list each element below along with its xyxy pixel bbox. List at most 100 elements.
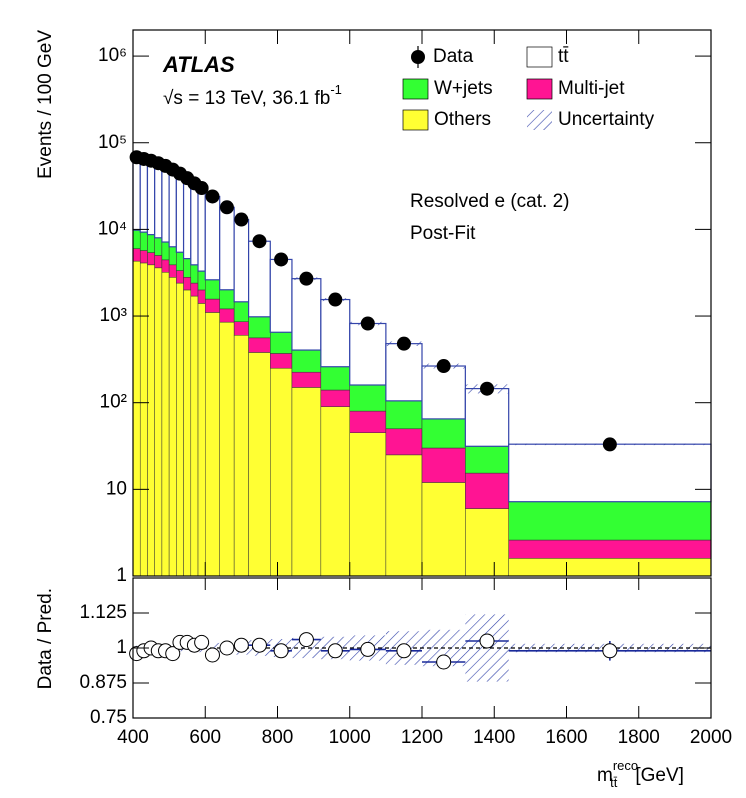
stack-bar: [146, 160, 156, 236]
ratio-point: [479, 633, 495, 649]
stack-bar: [349, 322, 387, 386]
ratio-point: [327, 643, 343, 659]
y-tick-label: 0.75: [90, 707, 127, 728]
stack-bar: [421, 418, 466, 449]
stack-bar: [465, 472, 509, 509]
y-tick-label: 10²: [100, 392, 127, 413]
data-point: [396, 336, 411, 351]
legend-label: W+jets: [434, 78, 493, 99]
stack-bar: [320, 406, 351, 577]
stack-bar: [421, 482, 466, 577]
ratio-y-axis-label: Data / Pred.: [35, 588, 56, 689]
y-tick-label: 1: [116, 637, 127, 658]
stack-bar: [161, 259, 170, 273]
stack-bar: [168, 246, 177, 266]
legend-label: Data: [433, 46, 474, 67]
stack-bar: [233, 335, 249, 577]
ratio-point: [298, 632, 314, 648]
stack-bar: [204, 195, 221, 281]
x-label-sup: reco: [613, 758, 638, 773]
stack-bar: [385, 454, 423, 577]
stack-bar: [421, 447, 466, 483]
legend-swatch: [526, 78, 553, 100]
ratio-point: [360, 641, 376, 657]
x-axis-label: mreco tt̄ [GeV]: [597, 758, 684, 790]
x-tick-label: 600: [189, 727, 221, 748]
legend-label: Others: [434, 109, 491, 130]
plot-frame: [132, 29, 712, 577]
stack-bar: [233, 301, 249, 322]
stack-bar: [139, 231, 148, 251]
data-point: [274, 252, 289, 267]
stack-bar: [320, 366, 351, 391]
stack-bar: [154, 255, 163, 269]
plot-frame: [132, 577, 712, 719]
stack-bar: [269, 258, 293, 333]
stack-bar: [508, 539, 712, 559]
y-tick-label: 10: [106, 478, 127, 499]
plot-layer: 1 10 10² 10³ 10⁴ 10⁵ 10⁶ Data Others Multi-jet W+j…: [79, 29, 732, 748]
y-tick-label: 0.875: [79, 672, 127, 693]
y-tick-label: 10³: [100, 305, 127, 326]
x-tick-label: 1000: [329, 727, 371, 748]
stack-bar: [349, 410, 387, 433]
ratio-point: [602, 643, 618, 659]
stack-bar: [190, 295, 199, 577]
stack-bar: [465, 508, 509, 577]
stack-bar: [248, 337, 271, 353]
region-label: Resolved e (cat. 2): [410, 191, 569, 212]
stack-bar: [291, 349, 322, 373]
y-tick-label: 1: [116, 565, 127, 586]
stack-bar: [168, 277, 177, 577]
data-point: [360, 316, 375, 331]
y-tick-label: 10⁵: [98, 132, 127, 153]
stack-bar: [320, 389, 351, 407]
stack-bar: [139, 158, 149, 233]
ratio-point: [436, 654, 452, 670]
lumi-text: √s = 13 TeV, 36.1 fb: [163, 88, 330, 109]
stack-bar: [349, 432, 387, 577]
stack-bar: [190, 264, 199, 284]
x-tick-label: 2000: [690, 727, 732, 748]
stack-bar: [132, 260, 141, 577]
stack-bar: [248, 352, 271, 577]
stack-bar: [132, 156, 141, 231]
stack-bar: [161, 272, 170, 577]
stack-bar: [176, 282, 184, 577]
stack-bar: [176, 251, 184, 271]
stack-bar: [161, 165, 170, 243]
x-label-main: m: [597, 765, 613, 786]
ratio-point: [233, 637, 249, 653]
legend-label: Uncertainty: [558, 109, 655, 130]
stack-bar: [291, 371, 322, 388]
stack-bar: [270, 353, 293, 369]
stack-bar: [175, 173, 185, 253]
stack-bar: [190, 282, 199, 297]
stack-bar: [270, 367, 293, 577]
data-point: [252, 234, 267, 249]
y-tick-label: 1.125: [79, 602, 127, 623]
stack-bar: [219, 308, 235, 323]
stack-bar: [508, 558, 712, 577]
stack-bar: [219, 289, 235, 310]
x-tick-label: 800: [262, 727, 294, 748]
stack-bar: [219, 321, 235, 577]
stack-bar: [349, 384, 387, 412]
stack-bar: [132, 229, 141, 249]
data-point: [299, 271, 314, 286]
ratio-uncertainty-band: [291, 637, 321, 659]
x-tick-label: 1400: [473, 727, 515, 748]
stack-bar: [508, 443, 712, 503]
x-label-unit: [GeV]: [635, 765, 684, 786]
stack-bar: [421, 365, 466, 420]
data-point: [194, 181, 209, 196]
stack-bar: [197, 303, 206, 577]
x-tick-label: 1800: [618, 727, 660, 748]
data-point: [602, 437, 617, 452]
stack-bar: [464, 388, 510, 447]
stack-bar: [139, 262, 148, 577]
stack-bar: [508, 501, 712, 541]
ratio-point: [396, 643, 412, 659]
stack-bar: [147, 234, 155, 253]
